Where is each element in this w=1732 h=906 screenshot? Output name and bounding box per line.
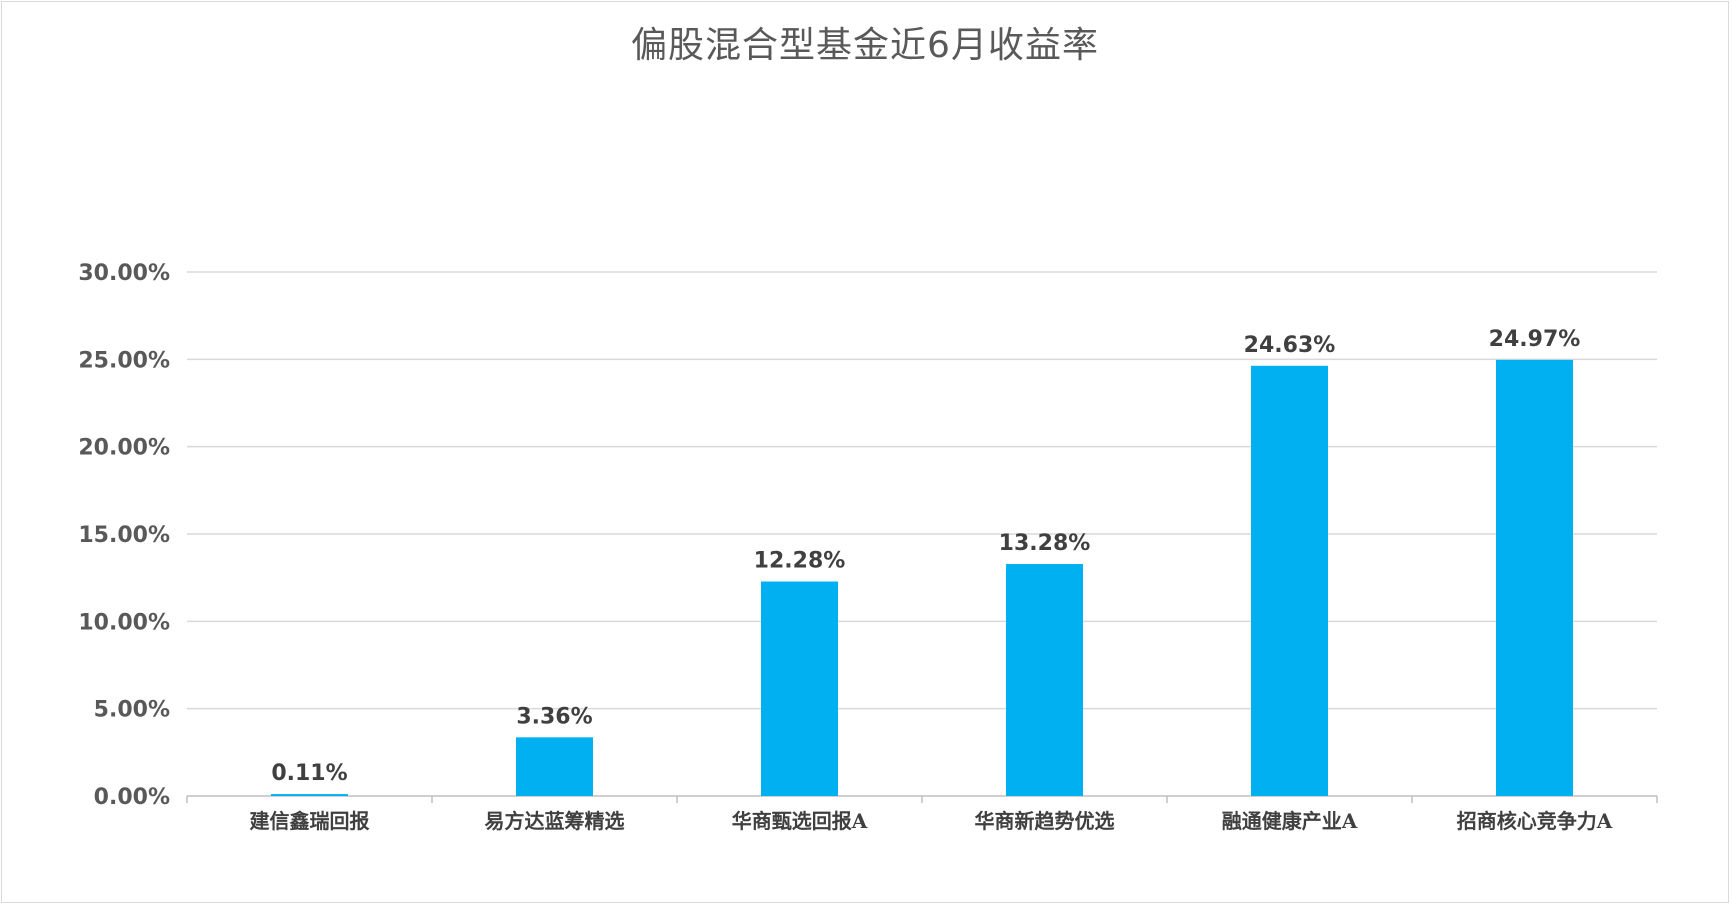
data-label: 24.97% [1489, 327, 1581, 352]
y-tick-label: 15.00% [78, 523, 170, 548]
y-tick-label: 25.00% [78, 348, 170, 373]
x-category-label: 招商核心竞争力A [1457, 809, 1613, 833]
bar [1496, 359, 1573, 796]
chart-title: 偏股混合型基金近6月收益率 [631, 25, 1099, 66]
y-tick-label: 20.00% [78, 436, 170, 461]
data-label: 24.63% [1244, 333, 1336, 358]
data-label: 3.36% [516, 704, 592, 729]
bar [271, 794, 348, 796]
y-tick-label: 10.00% [78, 610, 170, 635]
y-tick-label: 0.00% [94, 785, 170, 810]
x-category-label: 融通健康产业A [1222, 809, 1358, 833]
x-category-label: 易方达蓝筹精选 [485, 809, 625, 833]
bar [1006, 564, 1083, 796]
x-category-label: 华商甄选回报A [732, 809, 868, 833]
y-tick-label: 5.00% [94, 698, 170, 723]
data-label: 13.28% [999, 531, 1091, 556]
x-category-label: 华商新趋势优选 [975, 809, 1115, 833]
x-category-label: 建信鑫瑞回报 [250, 809, 370, 833]
bar [1251, 365, 1328, 796]
bar [516, 737, 593, 796]
data-label: 12.28% [754, 549, 846, 574]
y-tick-label: 30.00% [78, 261, 170, 286]
bar [761, 581, 838, 796]
data-label: 0.11% [271, 761, 347, 786]
